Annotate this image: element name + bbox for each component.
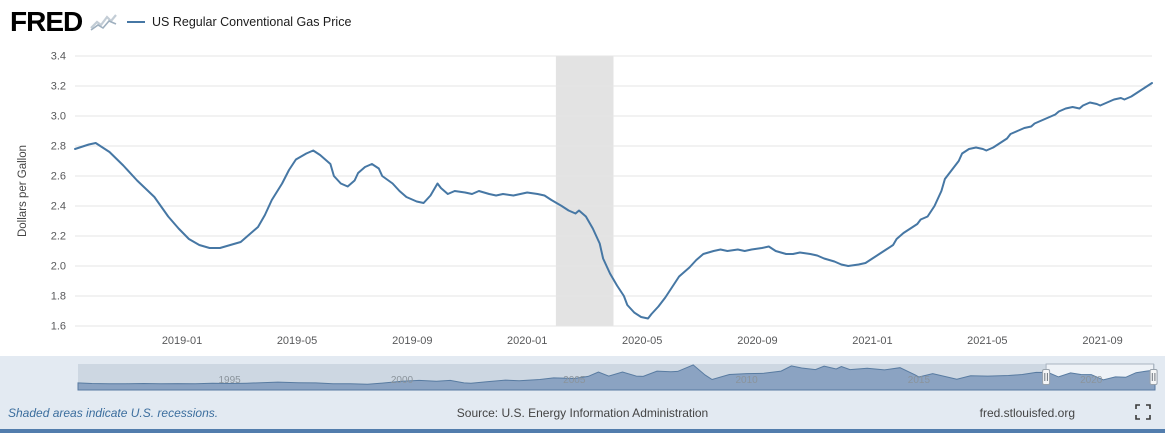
nav-year-label: 2000	[391, 375, 414, 386]
fullscreen-button[interactable]	[1135, 404, 1151, 420]
fred-logo[interactable]: FRED	[10, 6, 83, 37]
nav-year-label: 2020	[1080, 375, 1103, 386]
nav-year-label: 2015	[908, 375, 931, 386]
range-selector-track[interactable]	[78, 364, 1155, 390]
range-handle-left[interactable]	[1042, 369, 1051, 385]
chart-panel-background	[0, 0, 1165, 356]
recession-note-link[interactable]: Shaded areas indicate U.S. recessions.	[8, 406, 219, 420]
range-selector-area	[77, 364, 1156, 391]
bottom-accent-bar	[0, 429, 1165, 433]
fullscreen-icon	[1135, 404, 1151, 420]
nav-year-label: 2010	[735, 375, 758, 386]
nav-year-label: 1995	[218, 375, 241, 386]
legend-label: US Regular Conventional Gas Price	[152, 15, 352, 29]
range-selection-region[interactable]	[1045, 363, 1155, 391]
range-handle-right[interactable]	[1149, 369, 1158, 385]
legend-item[interactable]: US Regular Conventional Gas Price	[127, 15, 351, 29]
fred-logo-chart-icon	[90, 14, 117, 31]
fred-url-link[interactable]: fred.stlouisfed.org	[979, 406, 1075, 420]
legend-line-swatch	[127, 21, 145, 23]
nav-year-label: 2005	[563, 375, 586, 386]
